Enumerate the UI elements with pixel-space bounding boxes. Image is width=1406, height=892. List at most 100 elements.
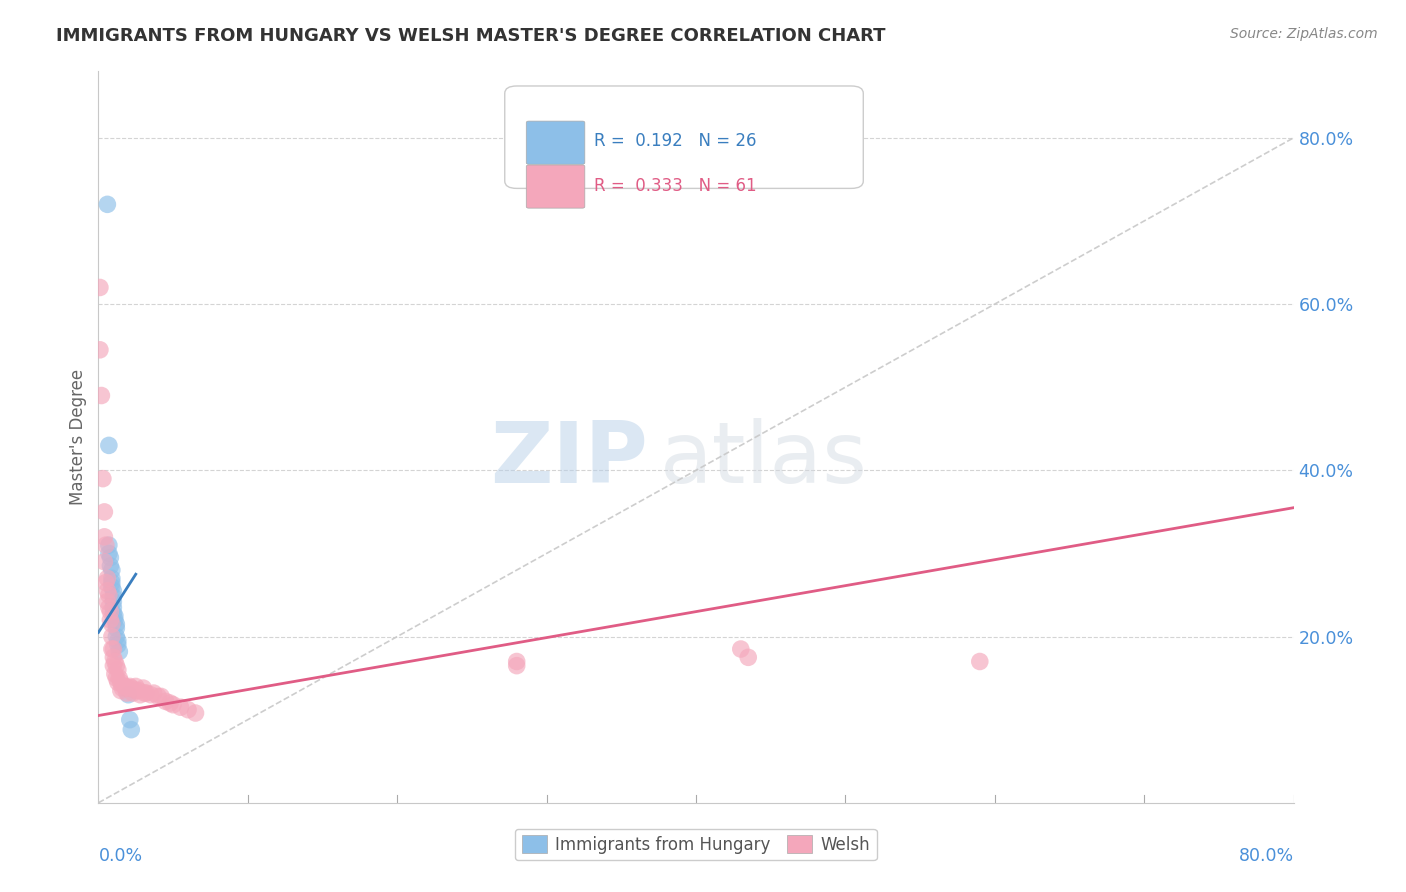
Point: [139, 688, 162, 702]
Point: [150, 690, 173, 704]
Point: [103, 590, 125, 604]
FancyBboxPatch shape: [526, 121, 585, 164]
Point: [98, 613, 122, 627]
Point: [101, 642, 124, 657]
Point: [103, 594, 125, 608]
Point: [128, 683, 150, 698]
Point: [118, 680, 141, 694]
Point: [93, 505, 115, 519]
Point: [969, 655, 991, 669]
Point: [177, 703, 200, 717]
Point: [110, 675, 132, 690]
Point: [101, 563, 124, 577]
Point: [91, 472, 114, 486]
Point: [104, 613, 127, 627]
Point: [96, 571, 118, 585]
Point: [89, 280, 111, 294]
Point: [117, 681, 139, 695]
Point: [103, 650, 125, 665]
Point: [105, 671, 128, 685]
Point: [97, 546, 120, 560]
Point: [105, 621, 128, 635]
Text: ZIP: ZIP: [491, 417, 648, 500]
Point: [98, 558, 122, 573]
Point: [103, 642, 125, 657]
Text: R =  0.192   N = 26: R = 0.192 N = 26: [595, 132, 756, 150]
Point: [120, 723, 142, 737]
Text: IMMIGRANTS FROM HUNGARY VS WELSH MASTER'S DEGREE CORRELATION CHART: IMMIGRANTS FROM HUNGARY VS WELSH MASTER'…: [56, 27, 886, 45]
Point: [101, 571, 124, 585]
Point: [108, 671, 131, 685]
Point: [101, 630, 124, 644]
Point: [107, 675, 129, 690]
Point: [94, 538, 117, 552]
Y-axis label: Master's Degree: Master's Degree: [69, 369, 87, 505]
Point: [112, 680, 135, 694]
Point: [103, 583, 125, 598]
FancyBboxPatch shape: [526, 165, 585, 208]
FancyBboxPatch shape: [505, 86, 863, 188]
Legend: Immigrants from Hungary, Welsh: Immigrants from Hungary, Welsh: [515, 829, 877, 860]
Point: [98, 550, 122, 565]
Point: [111, 681, 134, 695]
Point: [132, 681, 155, 695]
Point: [135, 686, 157, 700]
Point: [97, 438, 120, 452]
Text: Source: ZipAtlas.com: Source: ZipAtlas.com: [1230, 27, 1378, 41]
Point: [506, 655, 529, 669]
Point: [97, 600, 120, 615]
Point: [107, 638, 129, 652]
Point: [101, 617, 124, 632]
Point: [105, 658, 128, 673]
Point: [125, 680, 148, 694]
Point: [107, 663, 129, 677]
Point: [97, 538, 120, 552]
Point: [162, 698, 184, 712]
Point: [104, 608, 127, 623]
Point: [737, 650, 759, 665]
Point: [103, 607, 125, 621]
Point: [93, 530, 115, 544]
Text: 0.0%: 0.0%: [98, 847, 142, 864]
Point: [94, 575, 117, 590]
Point: [89, 343, 111, 357]
Point: [107, 633, 129, 648]
Point: [103, 600, 125, 615]
Point: [155, 694, 177, 708]
Point: [96, 583, 118, 598]
Point: [93, 555, 115, 569]
Point: [148, 690, 170, 704]
Point: [159, 696, 181, 710]
Point: [184, 706, 207, 720]
Point: [115, 686, 138, 700]
Point: [506, 658, 529, 673]
Point: [108, 644, 131, 658]
Text: R =  0.333   N = 61: R = 0.333 N = 61: [595, 178, 756, 195]
Point: [101, 575, 124, 590]
Text: 80.0%: 80.0%: [1239, 847, 1294, 864]
Point: [114, 680, 136, 694]
Point: [120, 681, 142, 695]
Point: [117, 688, 139, 702]
Point: [125, 683, 148, 698]
Point: [96, 594, 118, 608]
Point: [96, 197, 118, 211]
Point: [104, 655, 127, 669]
Point: [90, 388, 112, 402]
Point: [730, 642, 752, 657]
Point: [105, 617, 128, 632]
Point: [142, 686, 165, 700]
Point: [103, 658, 125, 673]
Point: [98, 605, 122, 619]
Point: [129, 688, 152, 702]
Point: [134, 686, 156, 700]
Point: [118, 713, 141, 727]
Point: [169, 700, 191, 714]
Point: [104, 667, 127, 681]
Point: [97, 588, 120, 602]
Point: [110, 683, 132, 698]
Text: atlas: atlas: [661, 417, 868, 500]
Point: [105, 630, 128, 644]
Point: [121, 686, 143, 700]
Point: [101, 580, 124, 594]
